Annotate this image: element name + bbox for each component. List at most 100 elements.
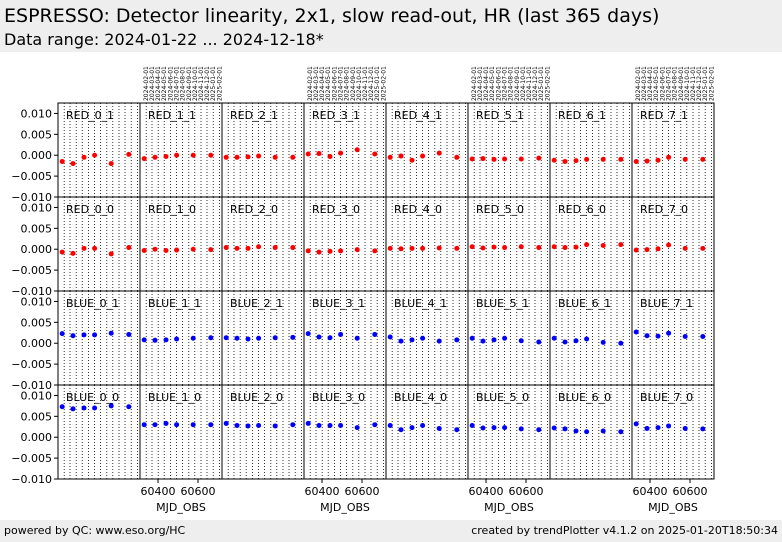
- panel-title: RED_7_0: [640, 203, 688, 216]
- data-point: [245, 423, 251, 429]
- data-point: [256, 423, 262, 429]
- data-point: [316, 423, 322, 429]
- data-point: [245, 245, 251, 251]
- panel-title: BLUE_4_0: [394, 391, 447, 404]
- data-point: [454, 154, 460, 160]
- data-point: [81, 154, 87, 160]
- panel-title: RED_6_1: [558, 109, 606, 122]
- data-point: [92, 245, 98, 251]
- date-tick-label: 2025-02-01: [216, 66, 223, 101]
- data-point: [536, 245, 542, 251]
- data-point: [327, 335, 333, 341]
- data-point: [338, 248, 344, 254]
- data-point: [551, 335, 557, 341]
- data-point: [409, 157, 415, 163]
- data-point: [272, 154, 278, 160]
- data-point: [454, 245, 460, 251]
- date-tick-label: 2024-05-01: [489, 66, 496, 101]
- data-point: [354, 425, 360, 431]
- data-point: [152, 246, 158, 252]
- data-point: [700, 334, 706, 340]
- x-tick-label: 60400: [633, 485, 668, 498]
- panel-title: BLUE_5_0: [476, 391, 529, 404]
- data-point: [316, 249, 322, 255]
- data-point: [469, 156, 475, 162]
- panel-title: RED_6_0: [558, 203, 606, 216]
- data-point: [518, 338, 524, 344]
- date-tick-label: 2024-11-01: [690, 66, 697, 101]
- data-point: [666, 330, 672, 336]
- data-point: [518, 244, 524, 250]
- data-point: [655, 425, 661, 431]
- data-point: [234, 154, 240, 160]
- panel-title: BLUE_3_1: [312, 297, 365, 310]
- data-point: [700, 426, 706, 432]
- date-tick-label: 2024-11-01: [362, 66, 369, 101]
- data-point: [190, 152, 196, 158]
- data-point: [600, 156, 606, 162]
- data-point: [108, 330, 114, 336]
- date-tick-label: 2024-06-01: [659, 66, 666, 101]
- panel-title: RED_7_1: [640, 109, 688, 122]
- date-tick-label: 2024-02-01: [471, 66, 478, 101]
- data-point: [81, 405, 87, 411]
- data-point: [409, 245, 415, 251]
- data-point: [387, 154, 393, 160]
- date-tick-label: 2024-10-01: [356, 66, 363, 101]
- date-tick-label: 2025-01-01: [538, 66, 545, 101]
- date-tick-label: 2024-05-01: [161, 66, 168, 101]
- data-point: [305, 420, 311, 426]
- date-tick-label: 2024-04-01: [483, 66, 490, 101]
- data-point: [584, 429, 590, 435]
- data-point: [502, 425, 508, 431]
- data-point: [223, 245, 229, 251]
- data-point: [682, 245, 688, 251]
- data-point: [502, 156, 508, 162]
- footer-created: created by trendPlotter v4.1.2 on 2025-0…: [471, 524, 778, 537]
- data-point: [223, 154, 229, 160]
- panel-title: BLUE_1_0: [148, 391, 201, 404]
- data-point: [573, 428, 579, 434]
- data-point: [126, 245, 132, 251]
- data-point: [338, 331, 344, 337]
- y-tick-label: −0.010: [11, 285, 52, 298]
- date-tick-label: 2025-01-01: [702, 66, 709, 101]
- data-point: [163, 420, 169, 426]
- data-point: [536, 339, 542, 345]
- y-tick-label: −0.010: [11, 191, 52, 204]
- data-point: [305, 151, 311, 157]
- date-tick-label: 2024-03-01: [477, 66, 484, 101]
- data-point: [518, 426, 524, 432]
- date-tick-label: 2024-04-01: [647, 66, 654, 101]
- data-point: [644, 333, 650, 339]
- y-tick-label: 0.010: [21, 295, 53, 308]
- data-point: [290, 245, 296, 251]
- panel-title: RED_5_0: [476, 203, 524, 216]
- panel-title: BLUE_7_1: [640, 297, 693, 310]
- header: ESPRESSO: Detector linearity, 2x1, slow …: [0, 0, 782, 52]
- data-point: [256, 335, 262, 341]
- date-tick-label: 2024-02-01: [307, 66, 314, 101]
- data-point: [92, 332, 98, 338]
- y-tick-label: 0.005: [21, 410, 53, 423]
- panel-title: RED_0_0: [66, 203, 114, 216]
- data-point: [141, 247, 147, 253]
- date-tick-label: 2024-03-01: [313, 66, 320, 101]
- data-point: [141, 156, 147, 162]
- date-tick-label: 2024-06-01: [331, 66, 338, 101]
- data-point: [618, 340, 624, 346]
- data-point: [163, 337, 169, 343]
- x-tick-label: 60600: [673, 485, 708, 498]
- data-point: [584, 242, 590, 248]
- date-tick-label: 2025-02-01: [380, 66, 387, 101]
- data-point: [327, 248, 333, 254]
- data-point: [420, 153, 426, 159]
- panel-frame: [631, 384, 715, 480]
- panel-title: RED_4_1: [394, 109, 442, 122]
- data-point: [354, 147, 360, 153]
- x-tick-label: 60600: [181, 485, 216, 498]
- data-point: [409, 337, 415, 343]
- date-tick-label: 2024-05-01: [325, 66, 332, 101]
- data-point: [174, 336, 180, 342]
- data-point: [573, 338, 579, 344]
